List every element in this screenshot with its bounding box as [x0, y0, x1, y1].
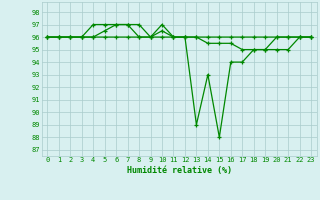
- X-axis label: Humidité relative (%): Humidité relative (%): [127, 166, 232, 175]
